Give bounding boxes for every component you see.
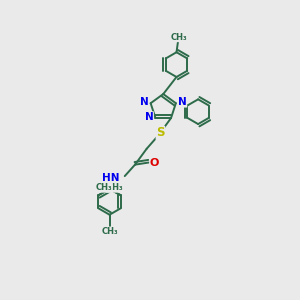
Text: N: N	[178, 97, 187, 107]
Text: CH₃: CH₃	[170, 33, 187, 42]
Text: HN: HN	[102, 173, 120, 183]
Text: N: N	[145, 112, 153, 122]
Text: CH₃: CH₃	[107, 183, 123, 192]
Text: CH₃: CH₃	[101, 227, 118, 236]
Text: O: O	[150, 158, 159, 167]
Text: N: N	[140, 97, 148, 107]
Text: S: S	[156, 126, 165, 140]
Text: CH₃: CH₃	[96, 183, 112, 192]
